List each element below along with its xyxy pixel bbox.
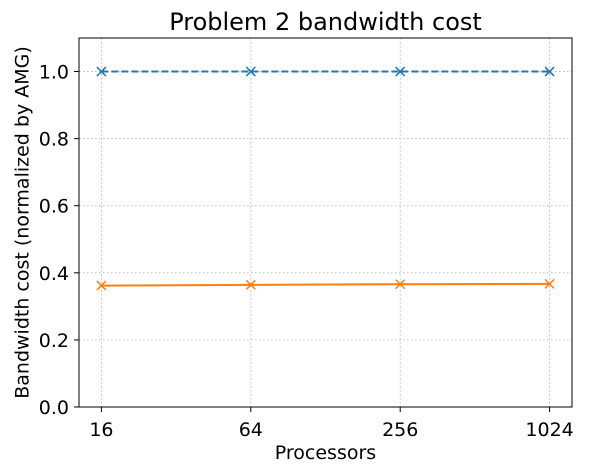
y-tick-label: 0.0 [39, 397, 69, 419]
series-1-marker [395, 66, 406, 77]
series-1-marker [245, 66, 256, 77]
series-2-marker [395, 279, 406, 290]
y-axis-label: Bandwidth cost (normalized by AMG) [12, 46, 34, 399]
y-tick-label: 0.8 [39, 129, 69, 151]
x-tick-label: 256 [382, 419, 418, 441]
series-1-marker [96, 66, 107, 77]
x-tick-label: 1024 [525, 419, 573, 441]
y-tick-label: 0.4 [39, 263, 69, 285]
y-tick-label: 0.6 [39, 196, 69, 218]
series-1-marker [544, 66, 555, 77]
y-tick-label: 1.0 [39, 62, 69, 84]
ticks-layer: 16 64 256 1024 0.0 0.2 0.4 0.6 0.8 1.0 [39, 62, 574, 441]
x-axis-label: Processors [275, 442, 376, 464]
plot-frame [78, 37, 573, 408]
series-2-line [101, 282, 550, 287]
series-layer [96, 66, 555, 291]
series-2-marker [245, 279, 256, 290]
series-2-marker [96, 280, 107, 291]
series-2-marker [544, 278, 555, 289]
grid-layer [79, 38, 572, 408]
y-tick-label: 0.2 [39, 330, 69, 352]
x-tick-label: 64 [239, 419, 263, 441]
chart-title: Problem 2 bandwidth cost [169, 8, 482, 36]
x-tick-label: 16 [89, 419, 113, 441]
